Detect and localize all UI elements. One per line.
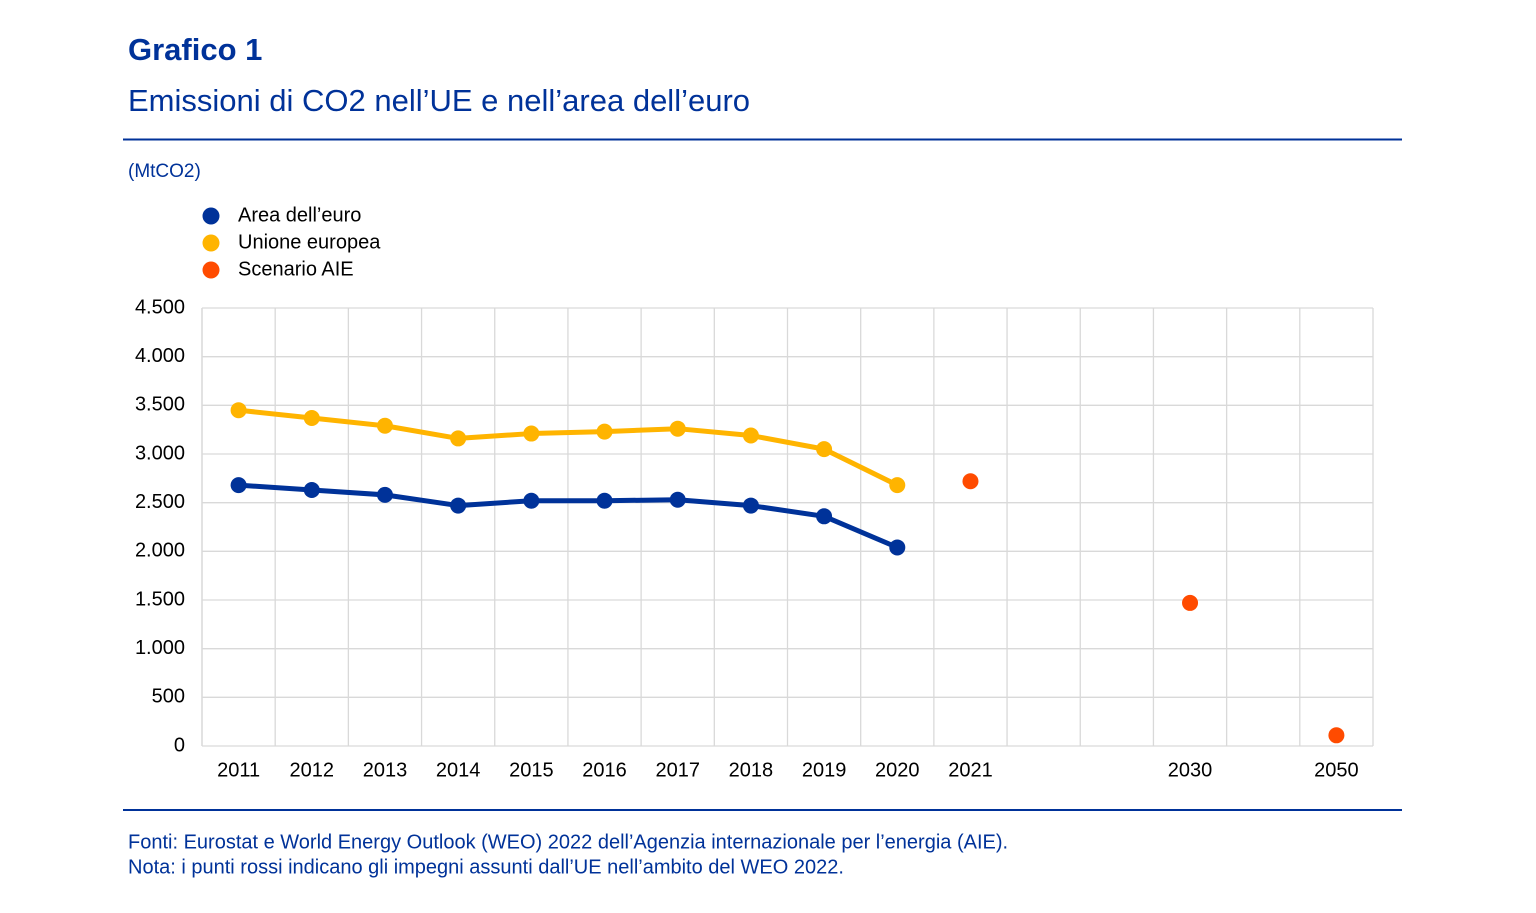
chart-subtitle: Emissioni di CO2 nell’UE e nell’area del… xyxy=(128,83,750,118)
y-tick-label: 2.500 xyxy=(135,491,185,513)
y-tick-label: 2.000 xyxy=(135,540,185,562)
y-tick-label: 3.500 xyxy=(135,394,185,416)
data-point xyxy=(303,482,320,499)
data-point xyxy=(596,423,613,440)
data-point xyxy=(230,477,247,494)
data-point xyxy=(1328,727,1345,744)
data-point xyxy=(450,430,467,447)
note: Nota: i punti rossi indicano gli impegni… xyxy=(128,856,844,878)
x-tick-label: 2050 xyxy=(1314,759,1359,781)
chart-title: Grafico 1 xyxy=(128,32,262,67)
note: Fonti: Eurostat e World Energy Outlook (… xyxy=(128,831,1008,853)
x-tick-label: 2015 xyxy=(509,759,554,781)
y-tick-label: 1.500 xyxy=(135,588,185,610)
x-tick-label: 2014 xyxy=(436,759,481,781)
data-point xyxy=(889,477,906,494)
data-point xyxy=(889,539,906,556)
y-tick-label: 1.000 xyxy=(135,637,185,659)
legend-label: Scenario AIE xyxy=(238,258,354,280)
legend-label: Area dell’euro xyxy=(238,204,361,226)
x-tick-label: 2011 xyxy=(217,759,260,781)
data-point xyxy=(669,420,686,437)
data-point xyxy=(742,427,759,444)
data-point xyxy=(816,508,833,525)
data-point xyxy=(303,409,320,426)
y-tick-label: 0 xyxy=(174,734,185,756)
y-tick-label: 4.000 xyxy=(135,345,185,367)
series-line xyxy=(238,407,899,488)
x-tick-label: 2030 xyxy=(1168,759,1213,781)
data-point xyxy=(376,417,393,434)
data-point xyxy=(816,441,833,458)
y-tick-label: 500 xyxy=(152,686,185,708)
data-point xyxy=(962,473,979,490)
data-point xyxy=(230,402,247,419)
x-tick-label: 2018 xyxy=(729,759,774,781)
series-line xyxy=(238,482,899,550)
legend-swatch xyxy=(202,261,220,279)
legend-swatch xyxy=(202,207,220,225)
data-point xyxy=(669,491,686,508)
data-point xyxy=(523,492,540,509)
data-point xyxy=(450,497,467,514)
x-tick-label: 2021 xyxy=(948,759,993,781)
data-point xyxy=(1182,594,1199,611)
legend-label: Unione europea xyxy=(238,231,381,253)
y-tick-label: 3.000 xyxy=(135,442,185,464)
data-point xyxy=(523,425,540,442)
x-tick-label: 2019 xyxy=(802,759,847,781)
x-tick-label: 2020 xyxy=(875,759,920,781)
legend-swatch xyxy=(202,234,220,252)
data-point xyxy=(376,486,393,503)
y-unit: (MtCO2) xyxy=(128,161,201,182)
data-point xyxy=(742,497,759,514)
y-tick-label: 4.500 xyxy=(135,296,185,318)
x-tick-label: 2016 xyxy=(582,759,627,781)
x-tick-label: 2012 xyxy=(290,759,335,781)
x-tick-label: 2013 xyxy=(363,759,408,781)
x-tick-label: 2017 xyxy=(655,759,700,781)
data-point xyxy=(596,492,613,509)
